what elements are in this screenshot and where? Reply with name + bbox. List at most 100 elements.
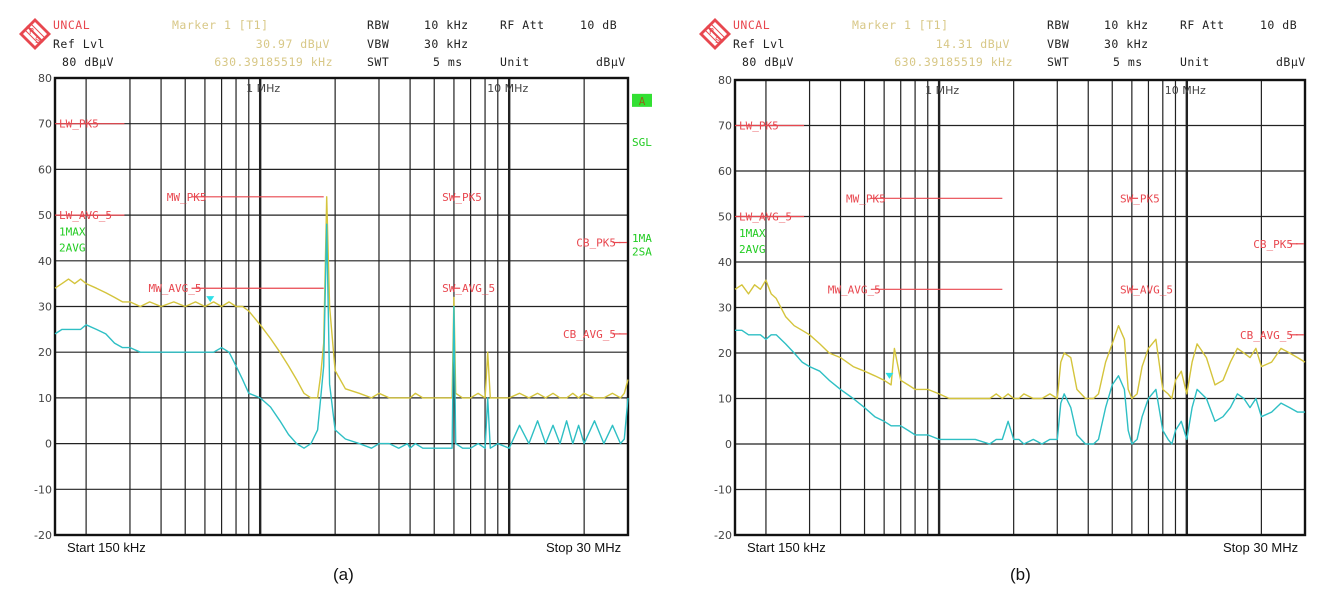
trace-annotation: 2AVG [739,243,766,256]
y-tick-label: 80 [38,72,52,85]
unit-value: dBµV [596,55,626,69]
y-tick-label: 80 [718,74,732,87]
y-tick-label: 30 [38,301,52,314]
rf-att-value: 10 dB [580,18,618,32]
rf-att-label: RF Att [1180,18,1225,32]
rohde-schwarz-logo-icon: RS [19,18,51,50]
side-annotation: SGL [632,136,652,149]
limit-line-label: CB_PK5 [576,237,616,250]
y-tick-label: -20 [34,529,52,542]
marker-1-icon[interactable] [206,296,215,303]
vbw-value: 30 kHz [424,37,469,51]
trace-average [54,223,629,449]
limit-line-label: SW_AVG_5 [1120,283,1173,296]
stop-frequency-label: Stop 30 MHz [546,540,622,555]
trace-annotation: 2AVG [59,242,86,255]
limit-line-label: CB_AVG_5 [563,328,616,341]
limit-line-label: CB_PK5 [1253,238,1293,251]
limit-line-label: MW_PK5 [846,192,886,205]
marker-frequency: 630.39185519 kHz [894,55,1013,69]
unit-label: Unit [500,55,530,69]
svg-text:R: R [709,27,715,36]
rbw-label: RBW [1047,18,1070,32]
marker-label: Marker 1 [T1] [172,18,269,32]
svg-text:R: R [29,27,35,36]
unit-value: dBµV [1276,55,1306,69]
rbw-value: 10 kHz [1104,18,1149,32]
trace-annotation: 1MAX [739,227,766,240]
marker-1-icon[interactable] [885,372,894,379]
y-tick-label: 20 [38,346,52,359]
limit-line-label: MW_AVG_5 [149,282,202,295]
y-tick-label: 20 [718,347,732,360]
y-tick-label: 10 [38,392,52,405]
limit-line-label: MW_PK5 [167,191,207,204]
plot-frame [53,76,630,537]
status-uncal: UNCAL [733,18,771,32]
status-uncal: UNCAL [53,18,91,32]
swt-label: SWT [367,55,390,69]
side-annotation: 1MA [632,232,652,245]
rf-att-label: RF Att [500,18,545,32]
vbw-label: VBW [367,37,390,51]
trace-annotation: 1MAX [59,226,86,239]
ref-level-label: Ref Lvl [53,37,105,51]
svg-text:A: A [639,95,646,108]
y-tick-label: 50 [718,211,732,224]
spectrum-panel-b: UNCAL Ref Lvl 80 dBµV Marker 1 [T1] 14.31 dB… [680,0,1332,594]
panel-caption: (b) [1010,565,1031,584]
decade-label: 10 MHz [487,82,528,95]
limit-line-label: LW_PK5 [59,118,99,131]
ref-level-label: Ref Lvl [733,37,785,51]
limit-line-label: LW_AVG_5 [59,209,112,222]
rbw-label: RBW [367,18,390,32]
y-tick-label: 0 [45,438,52,451]
spectrum-plot: 80 70 60 50 40 30 20 10 0 -10 -20 1 MHz 10 MHz LW_PK5… [34,72,652,542]
stop-frequency-label: Stop 30 MHz [1223,540,1299,555]
marker-level: 14.31 dBµV [935,37,1010,51]
decade-label: 10 MHz [1165,84,1206,97]
plot-frame [733,78,1307,537]
rbw-value: 10 kHz [424,18,469,32]
y-tick-label: -10 [714,484,732,497]
vbw-label: VBW [1047,37,1070,51]
trace-max-peak [54,196,629,399]
limit-line-label: SW_PK5 [1120,192,1160,205]
marker-frequency: 630.39185519 kHz [214,55,333,69]
status-a-badge [632,93,652,107]
y-tick-label: 0 [725,438,732,451]
limit-line-label: MW_AVG_5 [828,283,881,296]
ref-level-value: 80 dBµV [62,55,114,69]
swt-value: 5 ms [433,55,463,69]
y-tick-label: 70 [38,118,52,131]
y-tick-label: -20 [714,529,732,542]
y-tick-label: 10 [718,393,732,406]
side-annotation: 2SA [632,246,652,259]
y-tick-label: 60 [718,165,732,178]
limit-line-label: LW_AVG_5 [739,211,792,224]
decade-label: 1 MHz [925,84,959,97]
trace-max-peak [734,279,1306,400]
decade-label: 1 MHz [246,82,280,95]
start-frequency-label: Start 150 kHz [67,540,146,555]
y-tick-label: 40 [718,256,732,269]
limit-line-label: LW_PK5 [739,120,779,133]
unit-label: Unit [1180,55,1210,69]
y-tick-label: 40 [38,255,52,268]
rf-att-value: 10 dB [1260,18,1298,32]
limit-line-label: SW_AVG_5 [442,282,495,295]
svg-text:S: S [715,36,720,45]
rohde-schwarz-logo-icon: RS [699,18,731,50]
y-tick-label: -10 [34,483,52,496]
start-frequency-label: Start 150 kHz [747,540,826,555]
swt-label: SWT [1047,55,1070,69]
y-tick-label: 70 [718,120,732,133]
trace-average [735,329,1305,445]
limit-line-label: SW_PK5 [442,191,482,204]
y-tick-label: 50 [38,209,52,222]
y-tick-label: 60 [38,163,52,176]
marker-level: 30.97 dBµV [255,37,330,51]
svg-text:S: S [35,36,40,45]
spectrum-panel-a: UNCAL Ref Lvl 80 dBµV Marker 1 [T1] 30.97 dB… [19,18,652,584]
swt-value: 5 ms [1113,55,1143,69]
